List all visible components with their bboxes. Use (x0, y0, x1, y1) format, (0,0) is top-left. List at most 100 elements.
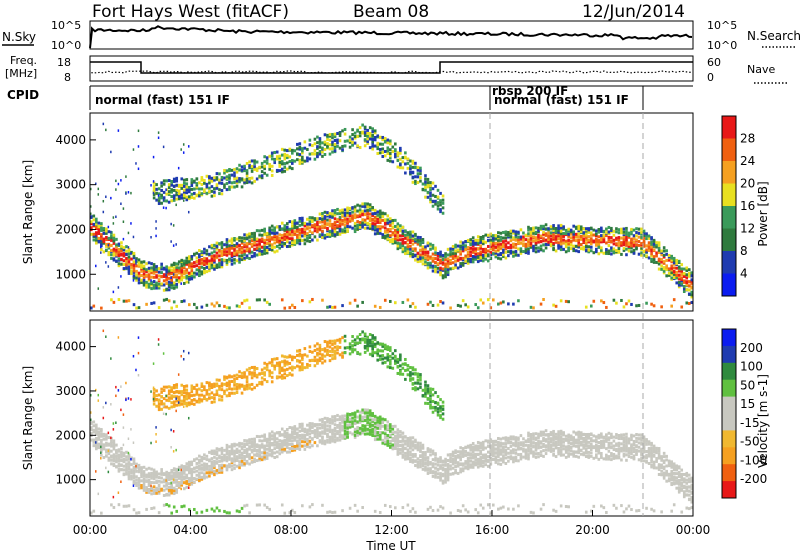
velocity-cell (326, 418, 329, 422)
power-cell (280, 167, 284, 171)
velocity-cell (135, 368, 137, 372)
velocity-cell (105, 335, 107, 338)
power-cell (469, 254, 472, 258)
power-cell (386, 230, 390, 234)
power-cell (193, 196, 196, 200)
power-cell (338, 229, 342, 233)
power-cell (431, 243, 435, 247)
velocity-cell (238, 460, 241, 464)
power-cell (127, 191, 130, 194)
velocity-cell (115, 449, 118, 453)
velocity-cell (185, 485, 189, 489)
velocity-cell (218, 467, 221, 471)
velocity-cell (200, 398, 204, 402)
power-cell (459, 264, 462, 268)
velocity-cell (120, 408, 122, 412)
velocity-cell (115, 385, 117, 389)
power-cell (454, 251, 457, 255)
velocity-cell (203, 472, 206, 476)
velocity-cell (157, 487, 161, 491)
velocity-cell (110, 439, 113, 443)
power-cell (672, 256, 676, 260)
velocity-cell (245, 447, 249, 451)
velocity-cell (308, 432, 312, 436)
power-cell (167, 280, 171, 284)
power-cell (386, 218, 390, 222)
power-cell (301, 151, 304, 155)
power-cell (336, 218, 339, 222)
power-cell (595, 232, 598, 236)
velocity-cell (220, 388, 224, 392)
power-cell (660, 249, 663, 253)
velocity-cell (102, 443, 106, 447)
velocity-cell (233, 449, 236, 453)
velocity-cell (265, 437, 269, 441)
velocity-cell (321, 361, 324, 365)
power-cell (142, 283, 146, 287)
power-cell (579, 229, 583, 233)
power-cell (326, 222, 329, 226)
power-cell (152, 191, 155, 195)
velocity-cell (160, 399, 163, 403)
power-cell (373, 144, 377, 148)
power-cell (404, 252, 407, 256)
velocity-cell (213, 509, 216, 513)
velocity-cell (250, 440, 254, 444)
velocity-cell (132, 471, 136, 475)
power-cell (228, 239, 231, 243)
power-cell (333, 149, 337, 153)
power-cell (185, 259, 189, 263)
power-cell (434, 194, 437, 198)
velocity-cell (190, 398, 194, 402)
power-cell (597, 239, 601, 243)
power-cell (650, 240, 653, 244)
velocity-cell (213, 459, 216, 463)
power-cell (296, 152, 299, 156)
power-cell (157, 274, 161, 278)
velocity-cell (321, 430, 324, 434)
velocity-cell (298, 365, 302, 369)
power-cell (559, 235, 563, 239)
velocity-cell (331, 347, 334, 351)
power-cell (323, 236, 327, 240)
power-cell (193, 179, 196, 183)
velocity-cell (318, 426, 322, 430)
velocity-cell (135, 475, 138, 479)
power-cell (230, 168, 234, 172)
velocity-cell (147, 490, 151, 494)
power-cell (210, 251, 214, 255)
power-cell (559, 229, 563, 233)
power-cell (318, 139, 322, 143)
velocity-cell (127, 471, 131, 475)
power-cell (612, 298, 616, 302)
power-cell (260, 174, 264, 178)
velocity-cell (112, 453, 116, 457)
power-cell (248, 164, 251, 168)
power-cell (476, 255, 480, 259)
velocity-cell (195, 391, 199, 395)
power-cell (396, 151, 400, 155)
velocity-cell (278, 442, 282, 446)
power-cell (255, 248, 259, 252)
velocity-cell (203, 453, 206, 457)
velocity-cell (167, 399, 171, 403)
power-cell (341, 144, 344, 148)
velocity-cell (162, 412, 165, 416)
power-cell (635, 238, 638, 242)
power-cell (172, 179, 176, 183)
power-cell (677, 269, 681, 273)
power-cell (120, 252, 123, 256)
power-cell (147, 273, 151, 277)
velocity-cell (193, 507, 196, 511)
power-cell (512, 236, 515, 240)
power-cell (383, 226, 387, 230)
velocity-cell (356, 351, 359, 355)
velocity-cell (142, 472, 146, 476)
velocity-cell (208, 384, 211, 388)
power-cell (90, 205, 92, 208)
velocity-cell (278, 439, 282, 443)
power-cell (504, 243, 508, 247)
power-cell (213, 187, 216, 191)
power-cell (426, 244, 430, 248)
power-cell (182, 178, 186, 182)
